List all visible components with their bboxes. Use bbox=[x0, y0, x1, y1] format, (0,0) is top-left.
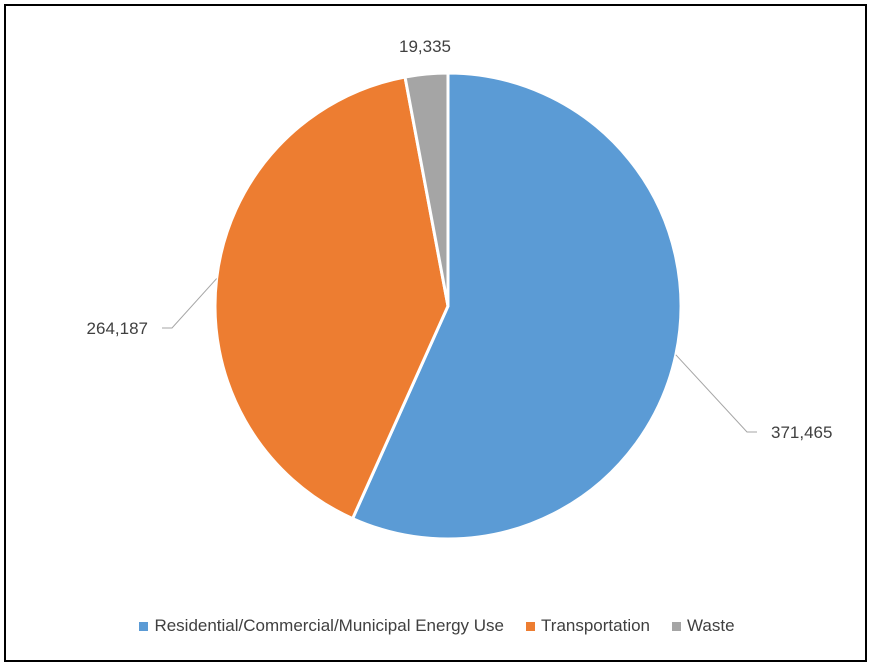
data-label-residential: 371,465 bbox=[771, 423, 832, 442]
data-label-transportation: 264,187 bbox=[87, 319, 148, 338]
legend-swatch-waste bbox=[672, 621, 682, 631]
legend: Residential/Commercial/Municipal Energy … bbox=[0, 616, 874, 636]
pie-slice-waste bbox=[403, 71, 450, 308]
legend-swatch-transportation bbox=[526, 621, 536, 631]
legend-label-waste: Waste bbox=[687, 616, 735, 635]
legend-label-residential: Residential/Commercial/Municipal Energy … bbox=[154, 616, 505, 635]
data-label-waste: 19,335 bbox=[399, 37, 451, 56]
pie-slice-transportation bbox=[213, 75, 450, 521]
legend-swatch-residential bbox=[139, 621, 149, 631]
legend-item-residential: Residential/Commercial/Municipal Energy … bbox=[139, 616, 504, 636]
legend-item-waste: Waste bbox=[672, 616, 735, 636]
leader-line-transportation bbox=[162, 278, 217, 329]
leader-line-residential bbox=[675, 354, 757, 433]
legend-label-transportation: Transportation bbox=[541, 616, 651, 635]
legend-item-transportation: Transportation bbox=[526, 616, 650, 636]
